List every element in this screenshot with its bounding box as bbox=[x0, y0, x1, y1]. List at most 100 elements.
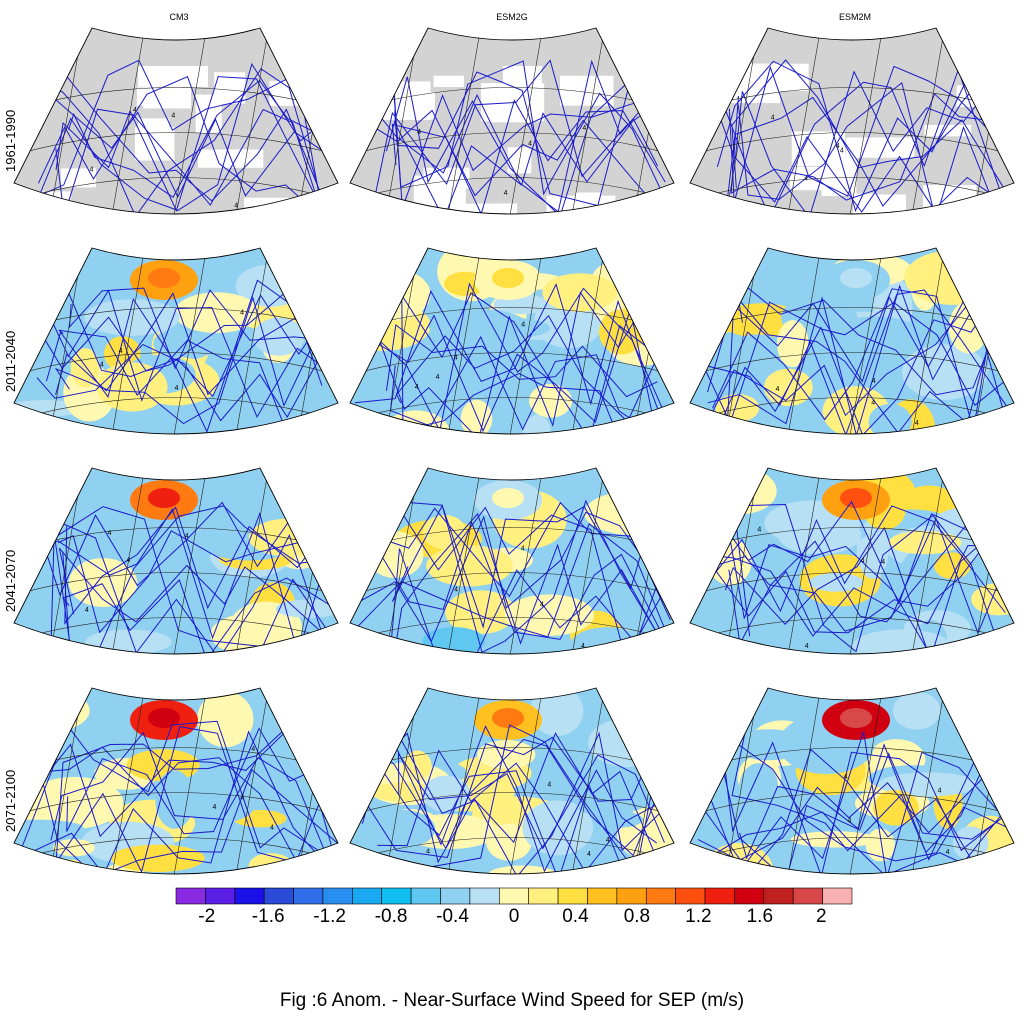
contour-label: 4 bbox=[240, 310, 244, 317]
map-panel: 4 4 4 4 bbox=[13, 247, 339, 435]
colorbar-swatch bbox=[469, 887, 500, 905]
contour-label: 4 bbox=[270, 825, 274, 832]
contour-label: 4 bbox=[844, 773, 848, 780]
contour-label: 4 bbox=[213, 804, 217, 811]
contour-label: 4 bbox=[840, 148, 844, 155]
colorbar-tick-label: -1.2 bbox=[313, 906, 346, 927]
contour-label: 4 bbox=[582, 125, 586, 132]
contour-label: 4 bbox=[861, 558, 865, 565]
contour-label: 4 bbox=[417, 129, 421, 136]
contour-label: 4 bbox=[547, 782, 551, 789]
contour-label: 4 bbox=[107, 530, 111, 537]
colorbar-swatch bbox=[645, 887, 676, 905]
contour-label: 4 bbox=[251, 746, 255, 753]
contour-label: 4 bbox=[454, 586, 458, 593]
map-panel: 4 4 4 4 bbox=[689, 467, 1015, 655]
map-panel: 4 4 4 4 bbox=[349, 467, 675, 655]
contour-label: 4 bbox=[521, 322, 525, 329]
contour-label: 4 bbox=[872, 378, 876, 385]
colorbar-swatch bbox=[822, 887, 853, 905]
colorbar-tick-label: 1.2 bbox=[685, 906, 712, 927]
colorbar-swatch bbox=[263, 887, 294, 905]
contour-label: 4 bbox=[171, 112, 175, 119]
contour-label: 4 bbox=[848, 818, 852, 825]
map-panel: 4 4 4 4 bbox=[349, 27, 675, 215]
colorbar-swatch bbox=[528, 887, 559, 905]
column-title-esm2m: ESM2M bbox=[838, 12, 871, 22]
contour-label: 4 bbox=[804, 175, 808, 182]
figure-caption: Fig :6 Anom. - Near-Surface Wind Speed f… bbox=[279, 990, 745, 1011]
contour-label: 4 bbox=[415, 384, 419, 391]
colorbar-tick-label: -1.6 bbox=[251, 906, 285, 927]
contour-label: 4 bbox=[89, 166, 93, 173]
column-title-cm3: CM3 bbox=[169, 12, 189, 22]
row-label-2041-2070: 2041-2070 bbox=[3, 549, 18, 612]
map-panel: 4 4 4 4 bbox=[349, 687, 675, 875]
contour-label: 4 bbox=[234, 202, 238, 209]
colorbar-swatch bbox=[175, 887, 206, 905]
colorbar-swatch bbox=[587, 887, 618, 905]
colorbar-tick-label: 2 bbox=[815, 906, 827, 927]
row-label-1961-1990: 1961-1990 bbox=[3, 109, 18, 172]
row-label-2071-2100: 2071-2100 bbox=[3, 769, 18, 832]
contour-label: 4 bbox=[85, 607, 89, 614]
contour-label: 4 bbox=[240, 794, 244, 801]
contour-label: 4 bbox=[540, 602, 544, 609]
colorbar-swatch bbox=[704, 887, 735, 905]
contour-label: 4 bbox=[521, 545, 525, 552]
contour-label: 4 bbox=[915, 420, 919, 427]
contour-label: 4 bbox=[436, 374, 440, 381]
contour-label: 4 bbox=[587, 851, 591, 858]
colorbar-swatch bbox=[763, 887, 794, 905]
contour-label: 4 bbox=[938, 788, 942, 795]
contour-label: 4 bbox=[757, 526, 761, 533]
colorbar-tick-label: 0 bbox=[508, 906, 520, 927]
colorbar-tick-label: 1.6 bbox=[746, 906, 774, 927]
contour-label: 4 bbox=[836, 143, 840, 150]
contour-label: 4 bbox=[771, 114, 775, 121]
colorbar-swatch bbox=[499, 887, 529, 905]
colorbar-swatch bbox=[792, 887, 823, 905]
colorbar-swatch bbox=[293, 887, 324, 905]
colorbar bbox=[175, 887, 853, 905]
contour-label: 4 bbox=[426, 849, 430, 856]
colorbar-tick-label: 0.8 bbox=[623, 906, 651, 927]
colorbar-swatch bbox=[205, 887, 236, 905]
contour-label: 4 bbox=[175, 385, 179, 392]
colorbar-swatch bbox=[616, 887, 647, 905]
colorbar-swatch bbox=[675, 887, 706, 905]
row-label-2011-2040: 2011-2040 bbox=[3, 330, 18, 392]
map-panel: 4 4 4 4 bbox=[13, 687, 339, 875]
contour-label: 4 bbox=[119, 348, 123, 355]
colorbar-swatch bbox=[557, 887, 588, 905]
colorbar-swatch bbox=[234, 887, 265, 905]
contour-label: 4 bbox=[528, 140, 532, 147]
colorbar-swatch bbox=[440, 887, 471, 905]
contour-label: 4 bbox=[946, 849, 950, 856]
colorbar-tick-label: -0.4 bbox=[436, 906, 469, 927]
contour-label: 4 bbox=[871, 399, 875, 406]
contour-label: 4 bbox=[606, 837, 610, 844]
contour-label: 4 bbox=[185, 533, 189, 540]
contour-label: 4 bbox=[100, 362, 104, 369]
colorbar-tick-label: -0.8 bbox=[374, 906, 408, 927]
contour-label: 4 bbox=[133, 107, 137, 114]
colorbar-swatch bbox=[352, 887, 383, 905]
contour-label: 4 bbox=[504, 190, 508, 197]
colorbar-swatch bbox=[381, 887, 412, 905]
colorbar-swatch bbox=[410, 887, 441, 905]
contour-label: 4 bbox=[454, 355, 458, 362]
colorbar-swatch bbox=[734, 887, 765, 905]
colorbar-tick-label: -2 bbox=[198, 906, 216, 927]
contour-label: 4 bbox=[805, 643, 809, 650]
contour-label: 4 bbox=[881, 559, 885, 566]
colorbar-swatch bbox=[322, 887, 353, 905]
map-panel: 4 4 4 4 bbox=[349, 247, 675, 435]
contour-label: 4 bbox=[581, 643, 585, 650]
column-title-esm2g: ESM2G bbox=[496, 12, 528, 22]
